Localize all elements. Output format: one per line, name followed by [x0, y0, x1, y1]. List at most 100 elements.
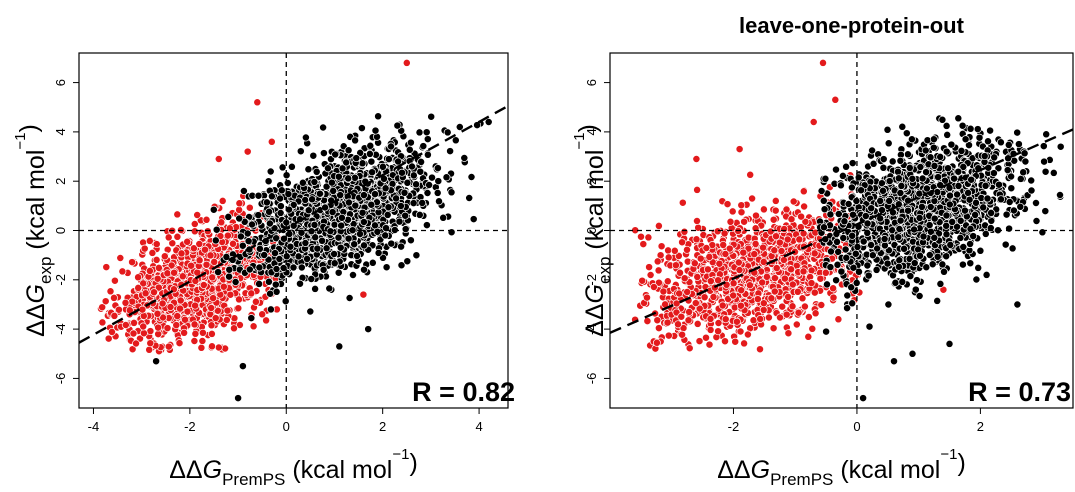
data-point	[933, 252, 942, 261]
data-point	[677, 312, 686, 321]
data-point	[915, 292, 924, 300]
data-point	[248, 220, 256, 229]
data-point	[218, 196, 227, 205]
data-point	[654, 278, 663, 287]
data-point	[254, 191, 263, 200]
data-point	[409, 199, 418, 208]
data-point	[1041, 167, 1050, 176]
data-point	[379, 253, 387, 262]
data-point	[173, 210, 182, 219]
data-point	[868, 146, 877, 155]
data-point	[208, 342, 216, 351]
data-point	[195, 256, 204, 265]
data-point	[976, 246, 985, 255]
data-point	[684, 316, 693, 325]
data-point	[201, 245, 209, 254]
data-point	[116, 254, 125, 262]
data-point	[187, 261, 196, 270]
data-point	[674, 320, 682, 329]
data-point	[938, 115, 947, 124]
data-point	[337, 221, 346, 230]
data-point	[234, 394, 243, 403]
data-point	[214, 155, 223, 163]
data-point	[419, 142, 428, 151]
data-point	[251, 297, 260, 306]
data-point	[732, 317, 741, 326]
data-point	[324, 164, 332, 173]
data-point	[653, 257, 662, 266]
data-point	[412, 180, 421, 189]
data-point	[758, 278, 767, 287]
data-point	[966, 124, 975, 133]
data-point	[789, 197, 798, 206]
data-point	[680, 227, 689, 236]
data-point	[659, 287, 668, 296]
data-point	[190, 337, 199, 345]
data-point	[278, 163, 287, 172]
data-point	[973, 125, 982, 134]
data-point	[296, 279, 304, 288]
data-point	[213, 306, 222, 315]
data-point	[146, 339, 155, 348]
data-point	[817, 301, 826, 309]
data-point	[888, 157, 897, 166]
data-point	[253, 98, 262, 107]
data-point	[283, 179, 292, 187]
data-point	[692, 235, 701, 244]
data-point	[793, 287, 802, 296]
data-point	[643, 293, 651, 302]
data-point	[267, 192, 276, 201]
data-point	[654, 324, 663, 333]
data-point	[984, 137, 992, 146]
data-point	[777, 247, 786, 255]
data-point	[788, 302, 797, 311]
data-point	[1001, 240, 1010, 249]
data-point	[678, 330, 687, 339]
data-point	[759, 205, 768, 214]
data-point	[841, 245, 850, 254]
data-point	[159, 313, 167, 322]
data-point	[745, 281, 754, 290]
data-point	[1009, 206, 1018, 215]
data-point	[139, 322, 148, 331]
data-point	[366, 141, 375, 150]
data-point	[770, 274, 779, 283]
data-point	[349, 271, 357, 279]
data-point	[783, 235, 792, 244]
data-point	[423, 135, 432, 144]
data-point	[222, 316, 231, 324]
data-point	[371, 190, 379, 199]
data-point	[719, 240, 728, 249]
data-point	[225, 265, 234, 274]
data-point	[255, 263, 264, 272]
data-point	[351, 201, 360, 210]
data-point	[374, 248, 383, 257]
data-point	[312, 167, 321, 176]
data-point	[383, 210, 392, 219]
data-point	[941, 176, 949, 185]
data-point	[638, 276, 647, 285]
data-point	[367, 200, 376, 209]
data-point	[959, 243, 968, 251]
data-point	[334, 268, 343, 277]
data-point	[868, 251, 877, 260]
data-point	[129, 329, 138, 338]
data-point	[911, 285, 920, 294]
data-point	[313, 244, 322, 253]
data-point	[153, 274, 162, 283]
data-point	[271, 280, 280, 289]
data-point	[823, 280, 831, 289]
data-point	[397, 242, 406, 251]
data-point	[957, 146, 966, 155]
data-point	[211, 314, 220, 323]
data-point	[392, 194, 401, 203]
data-point	[778, 302, 787, 311]
data-point	[713, 227, 722, 236]
data-point	[827, 247, 835, 256]
data-point	[176, 296, 185, 305]
data-point	[238, 362, 247, 371]
data-point	[714, 327, 723, 336]
data-point	[138, 305, 147, 314]
data-point	[646, 271, 655, 279]
